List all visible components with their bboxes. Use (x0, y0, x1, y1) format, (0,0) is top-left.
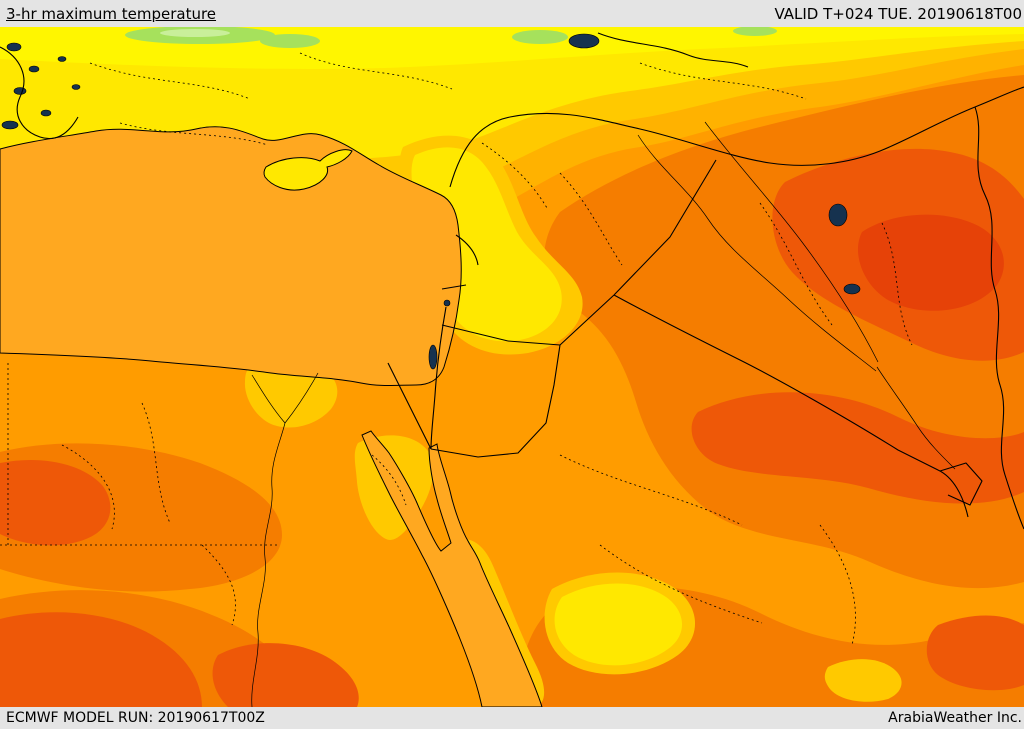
page-title: 3-hr maximum temperature (6, 4, 217, 23)
map-area (0, 27, 1024, 707)
hottest-core-iraq (857, 214, 1004, 311)
admin-boundaries-dotted (0, 52, 913, 646)
mediterranean-sea (0, 126, 462, 386)
red-sea (361, 430, 543, 707)
header-bar: 3-hr maximum temperature VALID T+024 TUE… (0, 0, 1024, 27)
hot-cores-egypt (0, 459, 359, 707)
rivers (251, 121, 956, 707)
footer-bar: ECMWF MODEL RUN: 20190617T00Z ArabiaWeat… (0, 707, 1024, 729)
valid-time-label: VALID T+024 TUE. 20190618T00 (774, 4, 1022, 23)
green-patch-light (160, 29, 230, 37)
aegean-islands (1, 42, 81, 130)
temperature-map (0, 27, 1024, 707)
cyprus-island (263, 149, 353, 191)
country-borders (0, 32, 1024, 530)
brand-label: ArabiaWeather Inc. (888, 710, 1022, 726)
model-run-label: ECMWF MODEL RUN: 20190617T00Z (6, 710, 265, 726)
lakes (428, 33, 861, 370)
